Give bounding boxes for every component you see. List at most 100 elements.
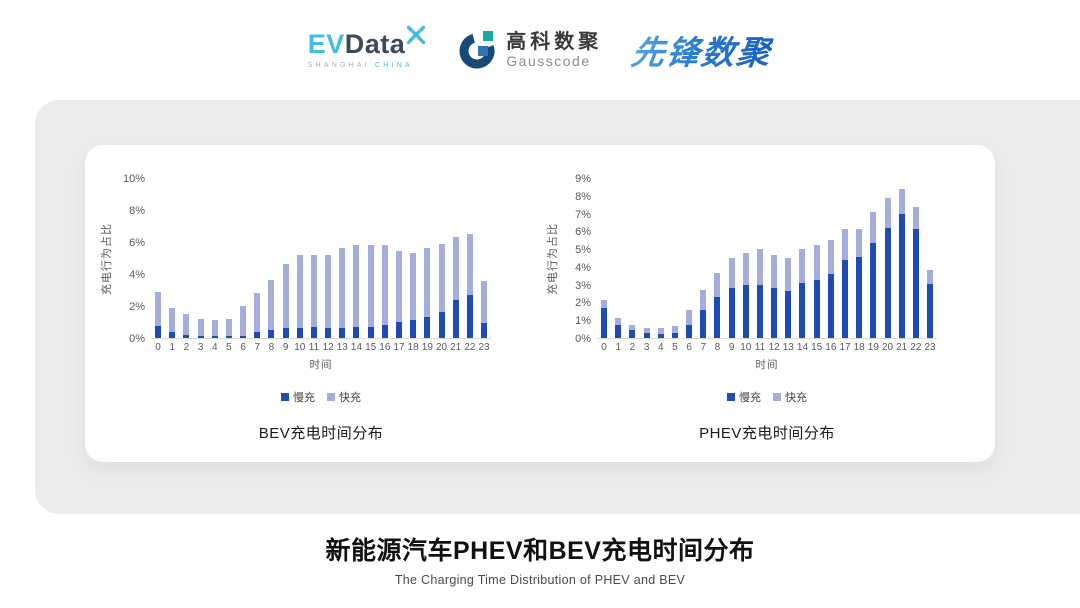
x-tick-label: 11 [754,342,766,353]
stacked-bar [898,188,905,338]
stacked-bar [282,264,289,338]
bev-plot-row: 充电行为占比 0% 2% 4% 6% 8% 10% [97,173,535,345]
x-tick-label: 8 [268,342,275,353]
bar-column-hour-20 [434,179,448,338]
phev-chart: 充电行为占比 0% 1% 2% 3% 4% 5% 6% 7% 8% 9% 0 1 2 3 4 5 6 7 8 9 10… [543,173,981,462]
fast-charge-segment [827,240,834,274]
legend-label-slow: 慢充 [293,392,315,404]
fast-charge-segment [410,253,417,321]
x-tick-label: 19 [421,342,433,353]
slow-charge-segment [452,299,459,338]
y-tick-label: 8% [575,190,591,203]
stacked-bar [254,293,261,338]
x-tick-label: 20 [881,342,894,353]
bar-column-hour-19 [866,179,880,338]
legend-item-fast: 快充 [327,389,361,405]
slow-charge-segment [367,326,374,338]
x-tick-label: 12 [322,342,334,353]
phev-legend: 慢充 快充 [597,389,937,405]
bar-column-hour-2 [625,179,639,338]
bar-column-hour-23 [923,179,937,338]
x-tick-label: 22 [910,342,922,353]
bar-column-hour-1 [165,179,179,338]
stacked-bar [410,253,417,338]
bar-column-hour-20 [880,179,894,338]
fast-charge-segment [756,249,763,285]
stacked-bar [296,254,303,338]
stacked-bar [466,234,473,338]
slow-charge-segment [438,312,445,338]
slow-charge-segment [353,326,360,338]
bev-x-axis-title: 时间 [309,359,333,371]
stacked-bar [813,244,820,338]
fast-charge-segment [686,309,693,325]
x-tick-label: 7 [700,342,707,353]
phev-plot-area [597,179,937,339]
fast-charge-segment [254,293,261,333]
bar-column-hour-15 [364,179,378,338]
fast-charge-segment [268,280,275,330]
bar-column-hour-7 [250,179,264,338]
x-tick-label: 6 [686,342,692,353]
y-tick-label: 9% [575,173,591,185]
stacked-bar [856,228,863,338]
slow-charge-segment [870,242,877,338]
slow-charge-segment [742,284,749,338]
main-title: 新能源汽车PHEV和BEV充电时间分布 [325,537,755,565]
fast-charge-segment [856,228,863,258]
evdata-pinwheel-icon [407,25,426,45]
slow-charge-segment [912,228,919,338]
x-tick-label: 14 [796,342,809,353]
x-tick-label: 6 [240,342,246,353]
bar-column-hour-21 [895,179,909,338]
legend-swatch-slow [727,393,735,401]
bar-column-hour-17 [838,179,852,338]
stacked-bar [325,254,332,338]
bar-column-hour-21 [449,179,463,338]
stacked-bar [771,255,778,338]
x-tick-label: 22 [464,342,476,353]
charts-card: 充电行为占比 0% 2% 4% 6% 8% 10% 0 1 2 3 4 5 6 7 8 9 10 11 12 13 1… [85,145,995,462]
phev-x-axis-title: 时间 [755,359,779,371]
gausscode-english-name: Gausscode [506,52,591,69]
x-tick-label: 5 [226,342,232,353]
fast-charge-segment [671,325,678,333]
legend-swatch-slow [281,393,289,401]
fast-charge-segment [183,314,190,335]
bar-column-hour-0 [597,179,611,338]
stacked-bar [927,269,934,338]
stacked-bar [381,245,388,338]
bar-column-hour-10 [293,179,307,338]
fast-charge-segment [629,324,636,330]
bar-column-hour-16 [824,179,838,338]
x-tick-label: 14 [350,342,363,353]
y-tick-label: 8% [129,205,145,217]
slow-charge-segment [183,334,190,338]
slow-charge-segment [155,326,162,338]
fast-charge-segment [452,237,459,300]
slow-charge-segment [466,294,473,338]
stacked-bar [686,309,693,338]
y-tick-label: 6% [129,237,145,249]
pioneer-logo: 先锋数聚 [629,26,776,74]
fast-charge-segment [870,211,877,243]
x-tick-label: 9 [728,342,735,353]
fast-charge-segment [927,269,934,284]
x-tick-label: 4 [211,342,218,353]
fast-charge-segment [657,328,664,334]
fast-charge-segment [438,243,445,313]
phev-y-axis-title: 充电行为占比 [543,179,561,339]
stacked-bar [785,258,792,338]
fast-charge-segment [912,207,919,229]
legend-label-fast: 快充 [339,392,361,404]
bar-column-hour-13 [335,179,349,338]
slow-charge-segment [268,330,275,338]
legend-swatch-fast [327,393,335,401]
bev-chart: 充电行为占比 0% 2% 4% 6% 8% 10% 0 1 2 3 4 5 6 7 8 9 10 11 12 13 1… [97,173,535,462]
fast-charge-segment [799,249,806,283]
bar-column-hour-5 [222,179,236,338]
slow-charge-segment [339,327,346,338]
y-tick-label: 6% [575,226,591,239]
y-tick-label: 2% [575,297,591,310]
x-tick-label: 16 [379,342,391,353]
